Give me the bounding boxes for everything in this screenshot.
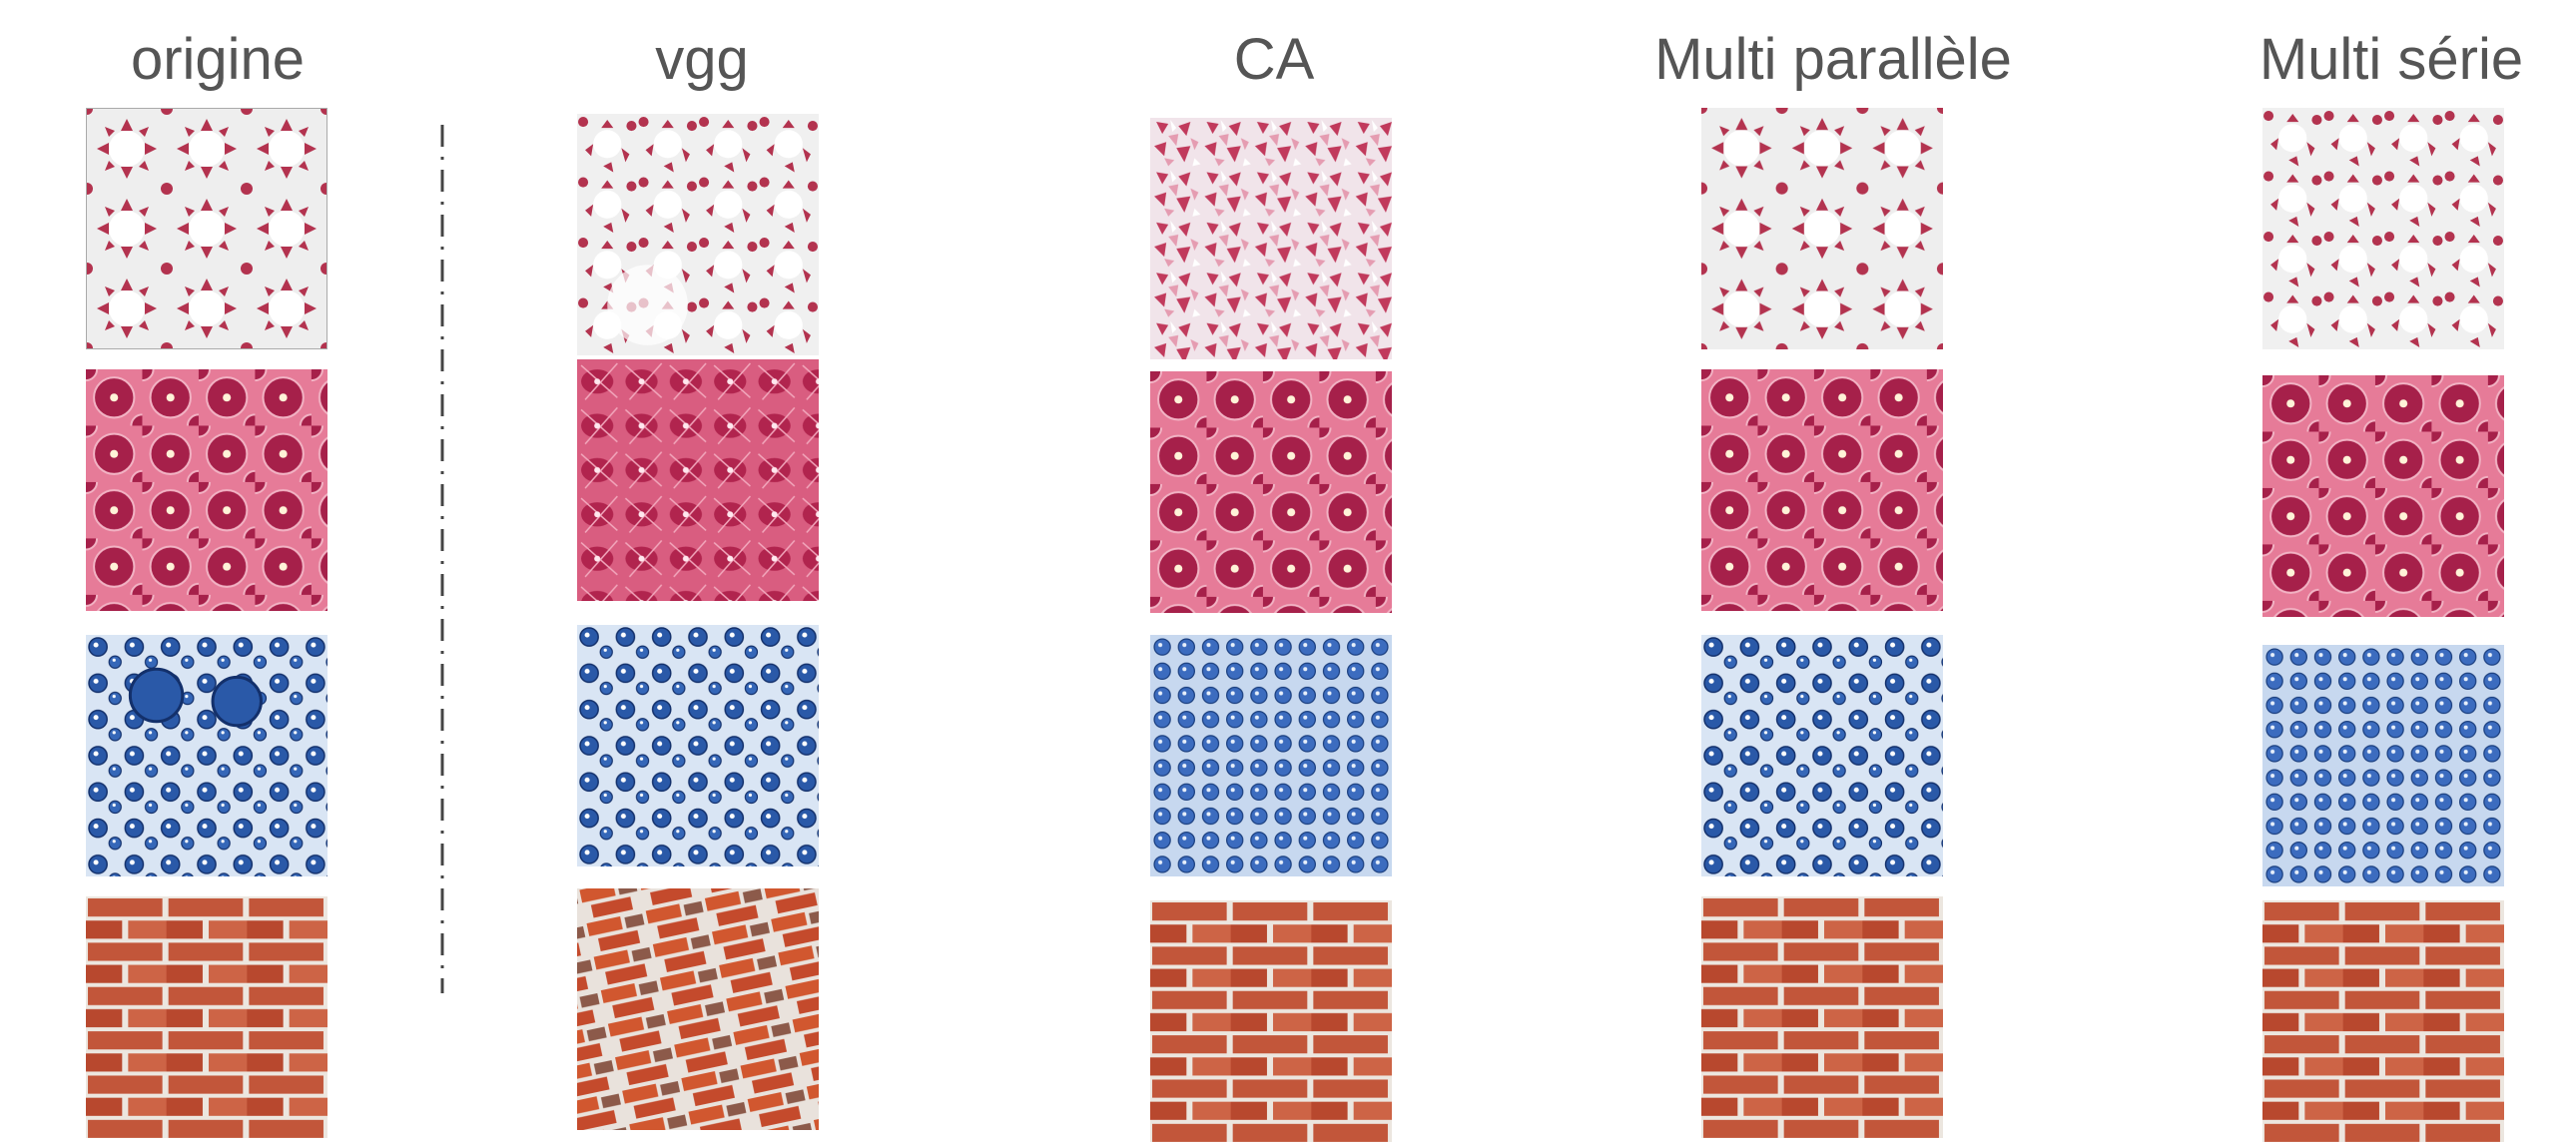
texture-vgg-droplets [577, 625, 819, 866]
texture-origine-bricks [86, 896, 327, 1138]
texture-multi-parallele-droplets [1701, 635, 1943, 876]
texture-multi-parallele-cells [1701, 369, 1943, 611]
texture-multi-parallele-bricks [1701, 896, 1943, 1138]
column-divider [440, 125, 444, 993]
texture-vgg-star [577, 114, 819, 355]
column-title-multi-parallele: Multi parallèle [1654, 27, 2012, 92]
column-title-multi-serie: Multi série [2258, 27, 2524, 92]
texture-ca-bricks [1150, 900, 1392, 1142]
texture-vgg-bricks [577, 888, 819, 1130]
texture-vgg-cells [577, 359, 819, 601]
texture-multi-serie-bricks [2262, 900, 2504, 1142]
column-title-ca: CA [1233, 27, 1315, 92]
texture-ca-droplets [1150, 635, 1392, 876]
texture-ca-star [1150, 118, 1392, 359]
texture-multi-serie-cells [2262, 375, 2504, 617]
texture-ca-cells [1150, 371, 1392, 613]
column-title-origine: origine [130, 27, 306, 92]
texture-origine-cells [86, 369, 327, 611]
texture-multi-parallele-star [1701, 108, 1943, 349]
texture-origine-star [86, 108, 327, 349]
texture-origine-droplets [86, 635, 327, 876]
texture-multi-serie-droplets [2262, 645, 2504, 886]
column-title-vgg: vgg [655, 27, 749, 92]
texture-multi-serie-star [2262, 108, 2504, 349]
